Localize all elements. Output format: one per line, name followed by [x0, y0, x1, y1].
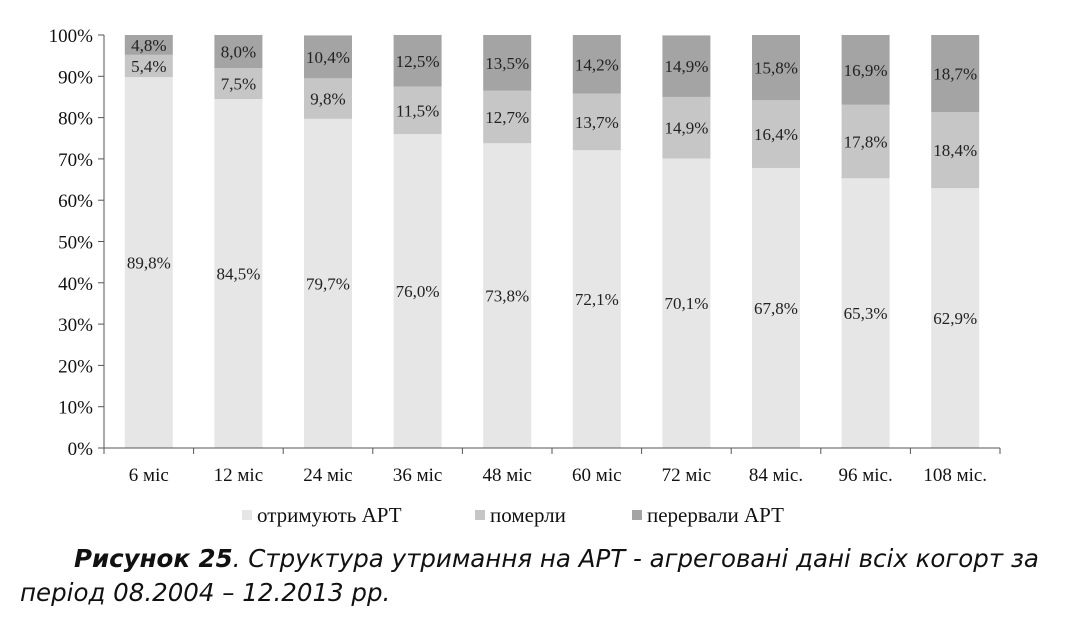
bar-segment	[572, 93, 621, 151]
bar-segment	[483, 35, 532, 91]
data-label: 5,4%	[131, 57, 166, 76]
bar-segment	[572, 35, 621, 94]
bar-segment	[304, 78, 352, 119]
bar-segment	[214, 68, 263, 100]
bar-segment	[931, 188, 980, 448]
data-label: 62,9%	[933, 309, 977, 328]
data-label: 14,9%	[664, 119, 708, 138]
x-tick-label: 108 міс.	[923, 465, 987, 486]
data-label: 14,2%	[575, 55, 619, 74]
x-tick-label: 12 міс	[214, 465, 264, 486]
data-label: 18,7%	[933, 65, 977, 84]
data-label: 17,8%	[844, 133, 888, 152]
x-tick-label: 60 міс	[572, 465, 622, 486]
data-label: 16,9%	[844, 61, 888, 80]
bar-segment	[304, 35, 352, 79]
legend: отримують АРТ померли перервали АРТ	[242, 503, 784, 527]
y-tick-label: 50%	[58, 233, 93, 254]
x-tick-label: 72 міс	[662, 465, 712, 486]
x-tick-label: 48 міс	[482, 465, 532, 486]
y-tick-label: 80%	[58, 109, 93, 130]
data-label: 70,1%	[664, 294, 708, 313]
bar-segment	[841, 35, 890, 105]
data-label: 9,8%	[310, 90, 345, 109]
bar-segment	[841, 178, 890, 448]
y-tick-label: 40%	[58, 274, 93, 295]
x-tick-label: 84 міс.	[749, 465, 803, 486]
bar-segment	[214, 35, 263, 69]
y-tick-label: 100%	[49, 26, 94, 47]
legend-label: перервали АРТ	[647, 503, 784, 527]
bar-segment	[572, 150, 621, 449]
data-label: 14,9%	[664, 57, 708, 76]
data-label: 10,4%	[306, 48, 350, 67]
y-tick-label: 90%	[58, 67, 93, 88]
data-label: 72,1%	[575, 290, 619, 309]
y-tick-label: 20%	[58, 356, 93, 377]
bar-segment	[304, 118, 352, 448]
data-label: 4,8%	[131, 36, 166, 55]
data-label: 8,0%	[221, 43, 256, 62]
data-label: 79,7%	[306, 274, 350, 293]
bar-segment	[662, 35, 711, 97]
bar-segment	[483, 143, 532, 448]
data-label: 76,0%	[396, 282, 440, 301]
legend-swatch	[475, 510, 485, 520]
data-label: 13,5%	[485, 54, 529, 73]
bar-segment	[214, 99, 263, 448]
data-labels: 89,8% 5,4% 4,8% 84,5% 7,5% 8,0% 79,7% 9,8% 10,4%…	[127, 36, 977, 328]
bar-segment	[124, 77, 173, 448]
legend-label: отримують АРТ	[257, 503, 402, 527]
x-tick-label: 24 міс	[303, 465, 353, 486]
data-label: 13,7%	[575, 113, 619, 132]
x-tick-label: 6 міс	[129, 465, 169, 486]
data-label: 16,4%	[754, 125, 798, 144]
data-label: 12,7%	[485, 108, 529, 127]
y-tick-label: 30%	[58, 315, 93, 336]
bar-segment	[931, 112, 980, 189]
data-label: 12,5%	[396, 52, 440, 71]
legend-swatch	[632, 510, 642, 520]
y-tick-label: 0%	[68, 439, 94, 460]
bars	[124, 35, 980, 449]
data-label: 65,3%	[844, 304, 888, 323]
data-label: 84,5%	[216, 265, 260, 284]
data-label: 15,8%	[754, 59, 798, 78]
data-label: 67,8%	[754, 299, 798, 318]
legend-label: померли	[490, 503, 566, 527]
bar-segment	[393, 86, 442, 135]
bar-segment	[124, 35, 173, 55]
bar-segment	[393, 35, 442, 87]
axes: 6 міс 12 міс 24 міс 36 міс 48 міс 60 міс 72 мі…	[49, 26, 1001, 486]
y-tick-label: 10%	[58, 398, 93, 419]
data-label: 7,5%	[221, 75, 256, 94]
bar-segment	[841, 104, 890, 179]
data-label: 73,8%	[485, 287, 529, 306]
bar-segment	[662, 158, 711, 449]
y-tick-label: 70%	[58, 150, 93, 171]
stacked-bar-chart: 89,8% 5,4% 4,8% 84,5% 7,5% 8,0% 79,7% 9,8% 10,4%…	[49, 26, 1001, 527]
data-label: 18,4%	[933, 141, 977, 160]
data-label: 11,5%	[396, 101, 439, 120]
y-tick-label: 60%	[58, 191, 93, 212]
x-tick-label: 96 міс.	[838, 465, 892, 486]
bar-segment	[752, 35, 800, 101]
bar-segment	[662, 96, 711, 159]
legend-swatch	[242, 510, 252, 520]
bar-segment	[931, 35, 980, 113]
bar-segment	[752, 167, 800, 449]
data-label: 89,8%	[127, 254, 171, 273]
bar-segment	[752, 100, 800, 168]
bar-segment	[393, 134, 442, 448]
caption-text: . Структура утримання на АРТ - агрегован…	[20, 544, 1039, 607]
caption-figure-number: Рисунок 25	[74, 544, 233, 573]
bar-segment	[124, 54, 173, 78]
figure-caption: Рисунок 25. Структура утримання на АРТ -…	[20, 542, 1050, 610]
bar-segment	[483, 90, 532, 144]
x-tick-label: 36 міс	[393, 465, 443, 486]
